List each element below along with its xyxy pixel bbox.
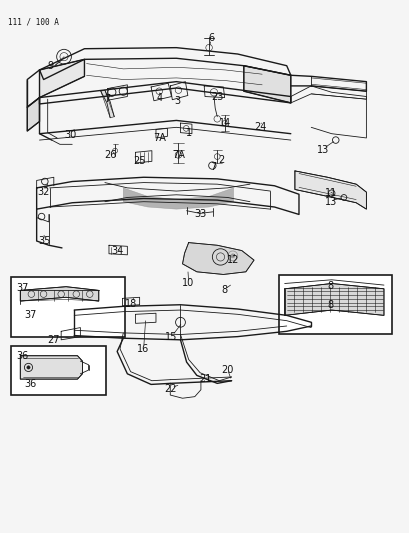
Bar — [11, 277, 125, 337]
Text: 8: 8 — [327, 300, 333, 310]
Text: 36: 36 — [24, 379, 36, 390]
Polygon shape — [101, 90, 114, 118]
Text: 21: 21 — [198, 374, 211, 384]
Text: 10: 10 — [181, 279, 193, 288]
Text: 24: 24 — [253, 123, 266, 132]
Polygon shape — [39, 59, 84, 98]
Polygon shape — [182, 243, 254, 274]
Polygon shape — [20, 356, 82, 379]
Text: 14: 14 — [218, 118, 230, 128]
Text: 13: 13 — [317, 144, 329, 155]
Text: 35: 35 — [38, 236, 51, 246]
Polygon shape — [20, 287, 99, 301]
Text: 4: 4 — [157, 93, 163, 102]
Text: 111 / 100 A: 111 / 100 A — [8, 18, 59, 27]
Polygon shape — [243, 66, 290, 103]
Bar — [278, 275, 391, 335]
Text: 8: 8 — [221, 285, 227, 295]
Text: 1: 1 — [185, 127, 191, 138]
Text: 36: 36 — [16, 351, 28, 361]
Text: 11: 11 — [324, 188, 336, 198]
Circle shape — [27, 366, 30, 369]
Text: 3: 3 — [174, 96, 180, 106]
Text: 15: 15 — [165, 332, 177, 342]
Text: 37: 37 — [16, 284, 29, 294]
Polygon shape — [123, 188, 233, 209]
Text: 25: 25 — [133, 156, 146, 166]
Text: 32: 32 — [37, 187, 49, 197]
Text: 7A: 7A — [172, 150, 184, 160]
Text: 18: 18 — [125, 298, 137, 309]
Text: 13: 13 — [324, 197, 336, 207]
Text: 26: 26 — [104, 150, 116, 160]
Text: 22: 22 — [164, 384, 176, 394]
Text: 12: 12 — [226, 255, 238, 265]
Text: 27: 27 — [47, 335, 60, 345]
Polygon shape — [294, 171, 366, 209]
Text: 7A: 7A — [153, 133, 165, 143]
Bar — [11, 346, 106, 395]
Text: 16: 16 — [137, 344, 148, 354]
Text: 34: 34 — [111, 246, 123, 255]
Circle shape — [230, 254, 234, 258]
Text: 7: 7 — [209, 161, 216, 172]
Polygon shape — [27, 98, 39, 131]
Text: 7: 7 — [103, 94, 110, 104]
Text: 6: 6 — [207, 33, 213, 43]
Text: 23: 23 — [211, 92, 223, 101]
Text: 20: 20 — [221, 365, 233, 375]
Text: 2: 2 — [218, 155, 224, 165]
Text: 33: 33 — [193, 209, 206, 220]
Text: 30: 30 — [64, 130, 76, 140]
Text: 8: 8 — [327, 281, 333, 292]
Text: 37: 37 — [24, 310, 36, 320]
Text: 9: 9 — [47, 61, 54, 71]
Polygon shape — [284, 284, 383, 316]
